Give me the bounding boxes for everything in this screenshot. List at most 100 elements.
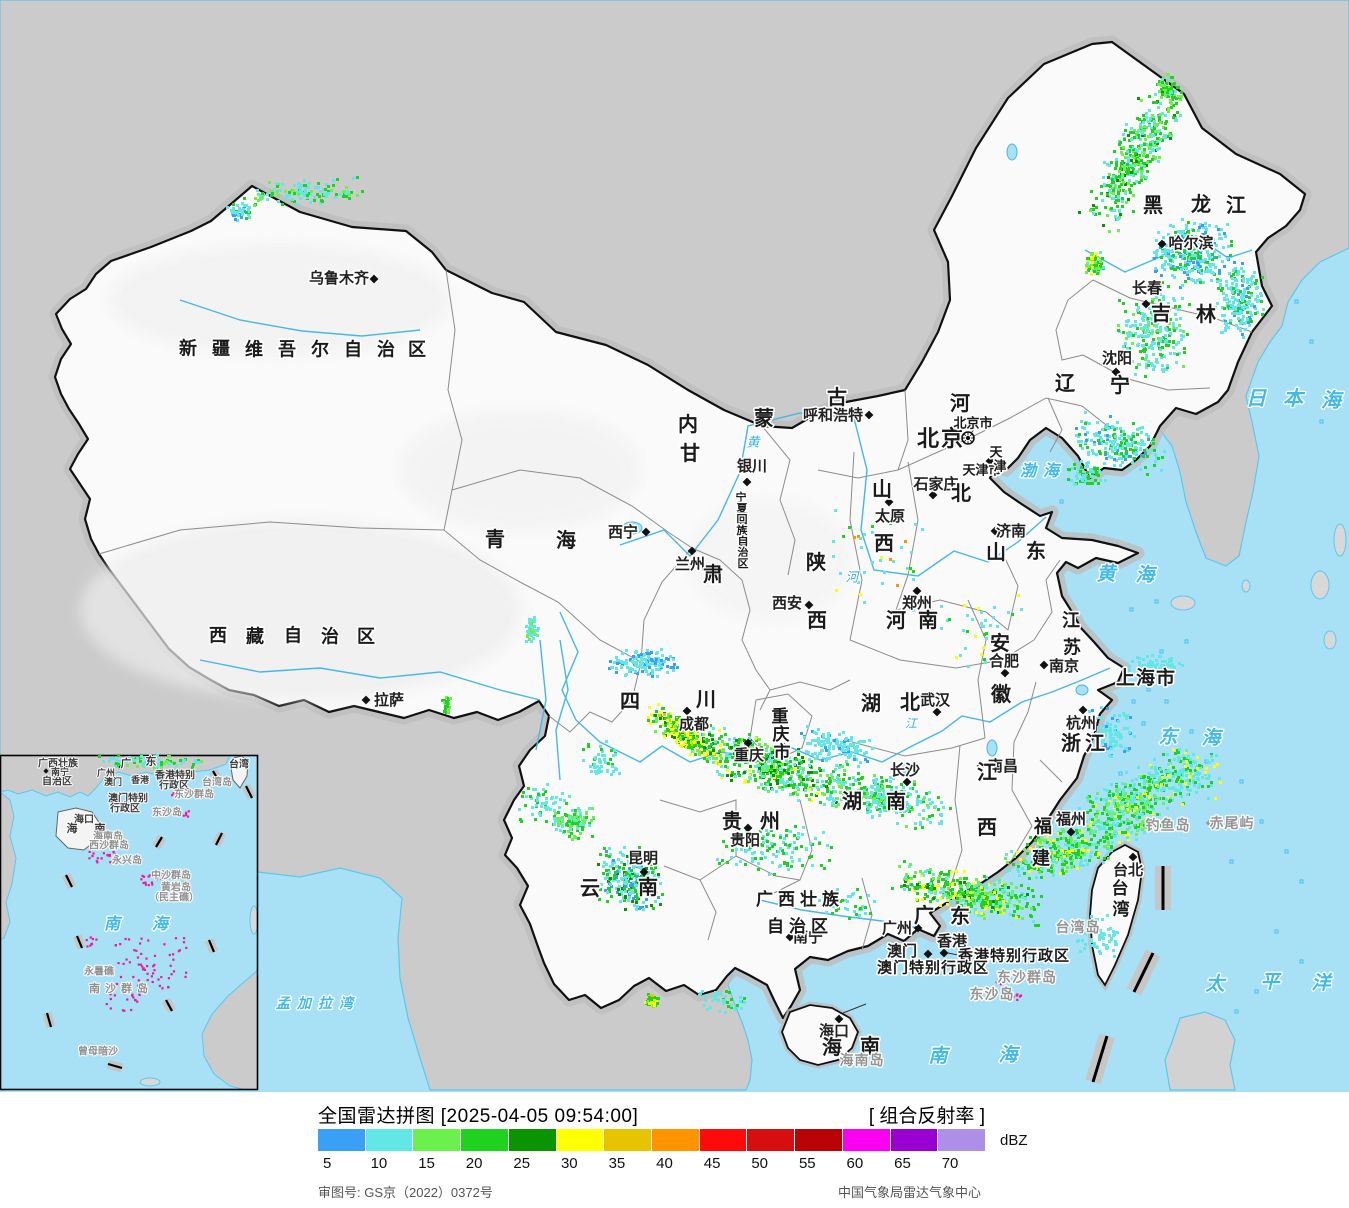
map-label: 香港	[130, 774, 150, 785]
map-label: 福	[1033, 815, 1052, 836]
map-label: 海	[1321, 389, 1344, 412]
dbz-tick: 50	[751, 1155, 769, 1172]
map-label: 广	[914, 903, 934, 927]
dbz-tick: 70	[941, 1155, 959, 1172]
map-label: 海南岛	[840, 1052, 885, 1068]
city-label: 昆明	[628, 850, 658, 867]
dbz-color-swatch	[508, 1129, 556, 1151]
city-marker-diamond	[682, 706, 692, 716]
city-label: 贵阳	[730, 831, 760, 849]
map-label: 北	[900, 691, 920, 714]
map-label: 海	[556, 528, 576, 552]
small-foreign-islands	[1170, 523, 1347, 650]
map-label: 东沙群岛	[997, 969, 1057, 985]
map-label: 台湾	[229, 758, 249, 771]
dbz-tick: 20	[465, 1155, 483, 1172]
map-label: 苏	[1063, 636, 1081, 657]
city-marker-diamond	[118, 764, 124, 770]
map-label: 澳门特别	[108, 792, 148, 805]
map-label: 永兴岛	[111, 854, 142, 867]
map-label: 钓鱼岛	[1146, 817, 1191, 833]
city-label: 广州	[882, 919, 912, 937]
map-label: 东	[1026, 539, 1046, 563]
legend-panel: 全国雷达拼图 [2025-04-05 09:54:00] [ 组合反射率 ] 5…	[0, 1092, 1349, 1208]
city-marker-diamond	[928, 490, 938, 500]
dbz-color-swatch	[604, 1129, 652, 1151]
map-label: 海	[998, 1044, 1020, 1066]
map-label: 广西壮族	[38, 757, 79, 770]
city-marker-diamond	[834, 1014, 844, 1024]
city-marker-diamond	[990, 526, 1000, 536]
city-marker-diamond	[864, 410, 874, 420]
map-label: 江	[1226, 194, 1246, 217]
map-label: 市	[774, 742, 791, 762]
map-label: 湾	[1113, 899, 1130, 919]
map-label: 西	[209, 625, 227, 645]
map-label: 海口	[74, 813, 94, 826]
map-label: 海	[1201, 727, 1223, 749]
city-label: 长沙	[890, 761, 920, 779]
city-label: 太原	[875, 507, 905, 525]
city-label: 南昌	[988, 757, 1018, 775]
map-label: 内	[678, 412, 698, 436]
city-marker-diamond	[785, 932, 795, 942]
taiwan-island	[1086, 841, 1146, 992]
map-label: 浙	[1061, 731, 1081, 755]
map-label: 台	[1112, 878, 1129, 898]
city-label: 合肥	[988, 652, 1019, 670]
map-label: 黄岩岛	[161, 881, 191, 894]
city-label: 澳门	[887, 942, 917, 960]
city-label: 重庆	[734, 746, 764, 764]
city-label: 长春	[1132, 279, 1162, 297]
dbz-color-swatch	[842, 1129, 890, 1151]
map-label: 疆	[212, 338, 230, 358]
map-title: 全国雷达拼图 [2025-04-05 09:54:00]	[318, 1106, 639, 1127]
dbz-colorbar	[318, 1129, 986, 1151]
dbz-tick: 55	[798, 1155, 816, 1172]
city-marker-diamond	[1143, 821, 1151, 829]
coastal-islets	[1059, 299, 1324, 1014]
inset-border	[0, 754, 259, 1091]
city-marker-diamond	[1039, 660, 1049, 670]
map-label: 庆	[773, 724, 790, 744]
capital-symbol	[961, 431, 975, 445]
city-label: 拉萨	[374, 691, 404, 709]
city-label: 银川	[737, 457, 767, 475]
dbz-tick: 65	[894, 1155, 911, 1172]
city-marker-diamond	[1066, 827, 1076, 837]
map-label: 天	[989, 445, 1003, 460]
map-label: 曾母暗沙	[78, 1045, 118, 1058]
map-label: 西	[977, 817, 997, 839]
map-label: 北京市	[953, 416, 992, 431]
dbz-color-swatch	[699, 1129, 747, 1151]
map-label: 南	[918, 609, 938, 632]
city-label: 西安	[772, 594, 802, 612]
map-label: 东	[146, 754, 157, 768]
map-label: 本	[1283, 387, 1306, 410]
dbz-color-swatch	[652, 1129, 699, 1151]
city-marker-diamond	[985, 456, 995, 466]
lakes	[621, 143, 1089, 774]
map-label: 黄	[1096, 563, 1118, 585]
dbz-tick: 10	[370, 1155, 388, 1172]
map-label: 徽	[990, 682, 1012, 706]
map-label: 区	[357, 626, 375, 646]
map-license-number: 审图号: GS京（2022）0372号	[318, 1185, 493, 1200]
city-label: 成都	[679, 715, 709, 733]
city-marker-diamond	[1000, 668, 1010, 678]
map-label: 甘	[680, 442, 700, 465]
map-label: 赤尾屿	[1210, 815, 1255, 831]
dbz-tick: 60	[846, 1155, 864, 1172]
map-label: 海	[1135, 564, 1157, 586]
city-marker-diamond	[1205, 819, 1213, 827]
map-label: 肃	[703, 563, 723, 586]
city-label: 海口	[819, 1022, 849, 1040]
map-label: 黑	[1143, 194, 1163, 217]
map-label: 海	[67, 821, 78, 835]
map-label: 河	[950, 392, 970, 415]
city-label: 哈尔滨	[1168, 234, 1213, 252]
map-label: 日	[1246, 388, 1267, 410]
map-label: 东沙岛	[152, 806, 182, 819]
